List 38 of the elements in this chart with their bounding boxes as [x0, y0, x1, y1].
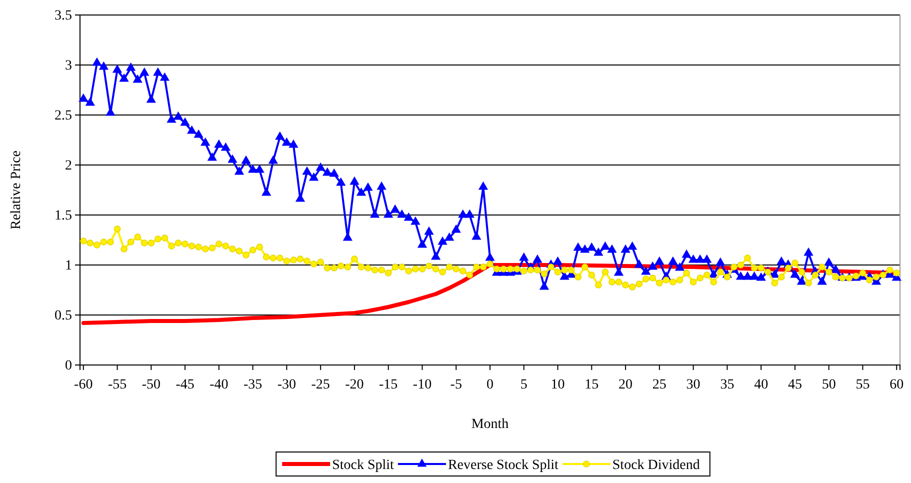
x-tick-label: 25 — [652, 377, 666, 392]
y-tick-label: 2 — [65, 158, 72, 174]
x-tick-label: 10 — [550, 377, 565, 392]
x-tick-label: -55 — [108, 377, 127, 392]
x-tick-label: -15 — [379, 377, 398, 392]
x-tick-label: -25 — [311, 377, 330, 392]
legend-label: Stock Dividend — [612, 458, 700, 473]
y-tick-label: 0.5 — [54, 308, 72, 324]
x-tick-label: 60 — [890, 377, 904, 392]
y-tick-label: 2.5 — [54, 108, 72, 124]
x-tick-label: -10 — [412, 377, 432, 392]
y-tick-label: 3 — [65, 58, 72, 74]
x-tick-label: -40 — [210, 377, 228, 392]
x-tick-label: 20 — [618, 377, 633, 392]
y-axis-title: Relative Price — [9, 150, 24, 230]
x-tick-label: -5 — [450, 377, 462, 392]
x-tick-label: -50 — [142, 377, 160, 392]
y-tick-label: 0 — [65, 358, 72, 374]
x-tick-label: 30 — [686, 377, 700, 392]
x-tick-label: -20 — [345, 377, 364, 392]
x-tick-label: 5 — [520, 377, 528, 392]
x-tick-label: 40 — [754, 377, 768, 392]
x-tick-label: 35 — [720, 377, 734, 392]
x-tick-label: -45 — [176, 377, 194, 392]
x-tick-label: 0 — [486, 377, 494, 392]
legend-label: Stock Split — [332, 458, 394, 473]
x-axis-title: Month — [471, 417, 509, 432]
x-tick-label: -30 — [277, 377, 296, 392]
x-tick-label: -60 — [74, 377, 93, 392]
y-tick-label: 1.5 — [54, 208, 72, 224]
x-tick-label: 55 — [856, 377, 870, 392]
legend-label: Reverse Stock Split — [448, 458, 559, 473]
x-tick-label: 45 — [788, 377, 802, 392]
y-tick-label: 3.5 — [54, 8, 72, 24]
x-tick-label: 15 — [584, 377, 599, 392]
y-tick-label: 1 — [65, 258, 72, 274]
x-tick-label: -35 — [243, 377, 262, 392]
x-tick-label: 50 — [822, 377, 836, 392]
